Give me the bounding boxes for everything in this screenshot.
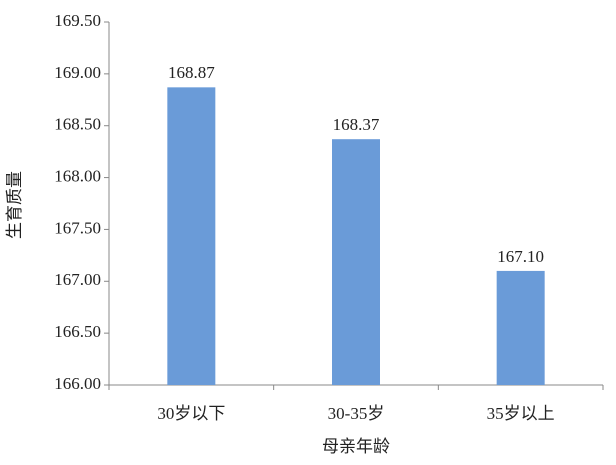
x-axis-title: 母亲年龄 [322,437,390,456]
y-axis-title: 生育质量 [5,171,24,239]
x-tick-label: 35岁以上 [487,404,555,423]
y-tick-label: 169.50 [54,11,101,30]
y-tick-label: 168.50 [54,115,101,134]
y-tick-label: 168.00 [54,166,101,185]
value-label: 168.37 [333,115,380,134]
bar [167,87,216,385]
y-tick-label: 169.00 [54,63,101,82]
bar [496,270,545,385]
x-tick-label: 30-35岁 [328,404,385,423]
value-label: 168.87 [168,63,215,82]
value-label: 167.10 [497,247,544,266]
y-tick-label: 166.00 [54,374,101,393]
y-tick-label: 167.00 [54,270,101,289]
y-tick-label: 166.50 [54,322,101,341]
y-tick-label: 167.50 [54,218,101,237]
bar [332,139,380,385]
x-tick-label: 30岁以下 [157,404,225,423]
